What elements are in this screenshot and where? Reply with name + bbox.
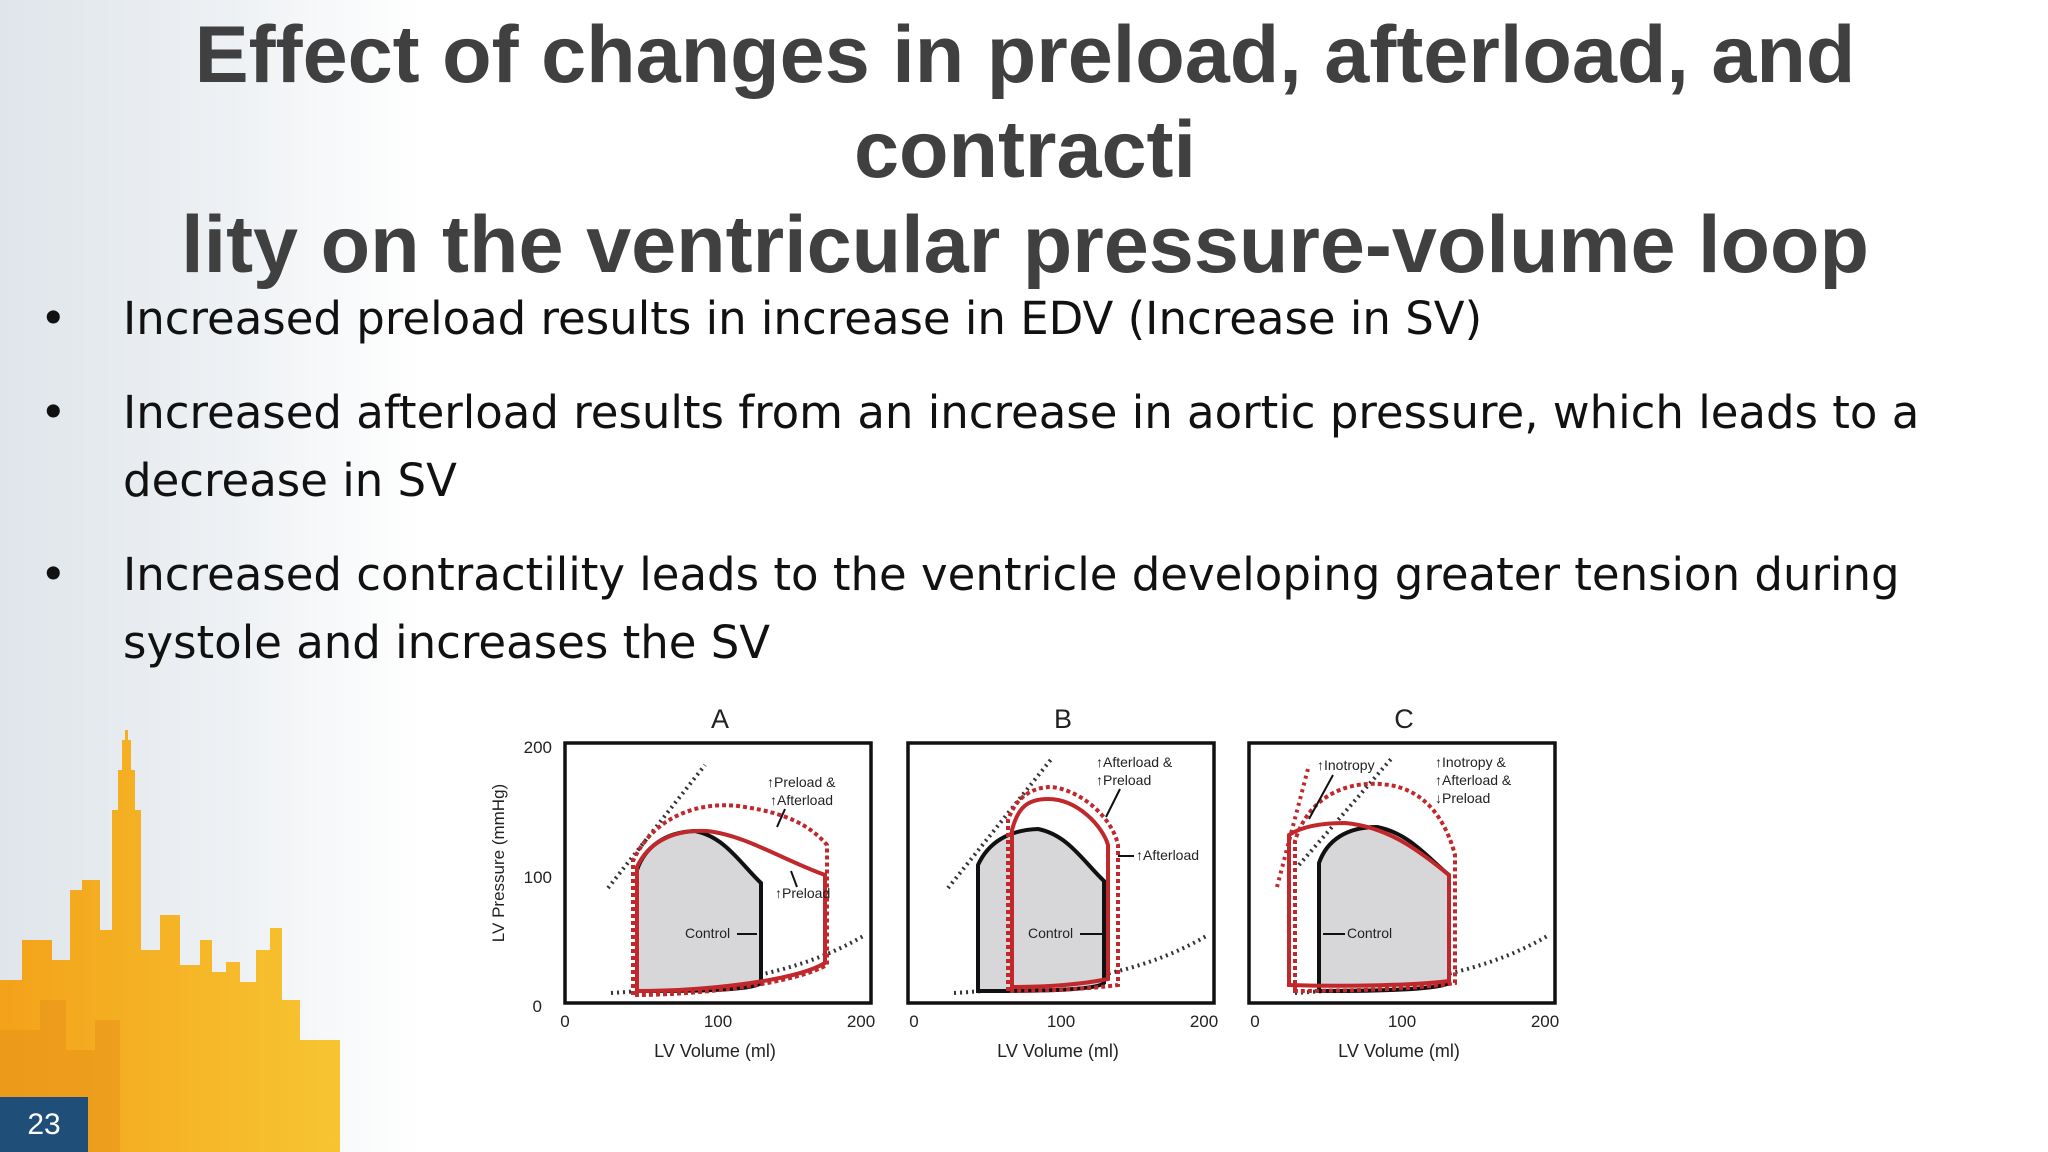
panel-label: B [1054, 704, 1072, 734]
x-axis-label: LV Volume (ml) [654, 1041, 776, 1061]
x-tick-label: 200 [1190, 1012, 1218, 1031]
control-loop [635, 828, 763, 993]
x-tick-label: 100 [704, 1012, 732, 1031]
bullet-list: • Increased preload results in increase … [40, 285, 2000, 703]
annotation-text: ↑Afterload & [1435, 772, 1512, 788]
inotropy-afterload-preload-loop [1293, 781, 1457, 994]
annotation-text: ↑Preload & [767, 774, 836, 790]
slide-number: 23 [0, 1097, 88, 1152]
control-label: Control [1347, 925, 1392, 941]
espvr-line [606, 763, 707, 890]
x-axis-label: LV Volume (ml) [1338, 1041, 1460, 1061]
annotation-arrow [776, 808, 786, 828]
y-axis-label: LV Pressure (mmHg) [489, 784, 508, 942]
x-tick-label: 0 [560, 1012, 569, 1031]
bullet-dot: • [40, 548, 67, 601]
annotation-text: ↑Preload [775, 885, 830, 901]
annotation-text: ↑Afterload [770, 792, 833, 808]
city-skyline-illustration [0, 730, 340, 1152]
panel-a: A ↑Preload & ↑Afterload ↑Preload Control… [560, 704, 875, 1061]
bullet-text: Increased contractility leads to the ven… [123, 548, 1900, 669]
y-tick-label: 100 [524, 868, 552, 887]
increased-preload-loop [635, 828, 827, 994]
x-tick-label: 0 [909, 1012, 918, 1031]
espvr-line [946, 755, 1055, 890]
bullet-item: • Increased preload results in increase … [40, 285, 2000, 353]
x-tick-label: 200 [1531, 1012, 1559, 1031]
annotation-text: ↑Preload [1096, 772, 1151, 788]
preload-afterload-loop [631, 803, 829, 998]
plot-frame [1247, 741, 1557, 1005]
control-label: Control [1028, 925, 1073, 941]
annotation-text: ↑Inotropy & [1435, 754, 1506, 770]
pressure-volume-loop-figure: LV Pressure (mmHg) 200 100 0 A ↑Preload … [470, 695, 1585, 1095]
x-tick-label: 0 [1250, 1012, 1259, 1031]
bullet-text: Increased afterload results from an incr… [123, 386, 1920, 507]
bullet-dot: • [40, 292, 67, 345]
control-loop [1317, 824, 1451, 993]
slide-title: Effect of changes in preload, afterload,… [20, 8, 2030, 293]
y-tick-label: 0 [533, 997, 542, 1016]
annotation-text: ↑Inotropy [1317, 757, 1375, 773]
control-label: Control [685, 925, 730, 941]
panel-label: C [1394, 704, 1414, 734]
x-tick-label: 100 [1388, 1012, 1416, 1031]
annotation-text: ↑Afterload & [1096, 754, 1173, 770]
espvr-line [1275, 764, 1311, 888]
x-tick-label: 100 [1047, 1012, 1075, 1031]
annotation-text: ↑Afterload [1136, 847, 1199, 863]
panel-c: C ↑Inotropy ↑Inotropy & ↑Afterload & ↓Pr… [1247, 704, 1559, 1061]
annotation-arrow [1308, 774, 1334, 820]
bullet-item: • Increased contractility leads to the v… [40, 541, 2000, 677]
bullet-dot: • [40, 386, 67, 439]
panel-b: B ↑Afterload & ↑Preload ↑Afterload Contr… [906, 704, 1218, 1061]
slide-title-line-2: lity on the ventricular pressure-volume … [181, 200, 1869, 290]
panel-label: A [711, 704, 729, 734]
bullet-text: Increased preload results in increase in… [123, 292, 1483, 345]
afterload-preload-loop [1006, 784, 1120, 994]
plot-frame [563, 741, 873, 1005]
increased-afterload-loop [1010, 796, 1110, 990]
slide-title-line-1: Effect of changes in preload, afterload,… [194, 10, 1856, 195]
y-tick-label: 200 [524, 738, 552, 757]
control-loop [976, 826, 1106, 993]
increased-inotropy-loop [1287, 820, 1451, 988]
x-axis-label: LV Volume (ml) [997, 1041, 1119, 1061]
bullet-item: • Increased afterload results from an in… [40, 379, 2000, 515]
plot-frame [906, 741, 1216, 1005]
annotation-arrow [790, 870, 798, 888]
pv-loop-diagrams: LV Pressure (mmHg) 200 100 0 A ↑Preload … [489, 704, 1559, 1061]
annotation-arrow [1105, 788, 1121, 818]
annotation-text: ↓Preload [1435, 790, 1490, 806]
x-tick-label: 200 [847, 1012, 875, 1031]
